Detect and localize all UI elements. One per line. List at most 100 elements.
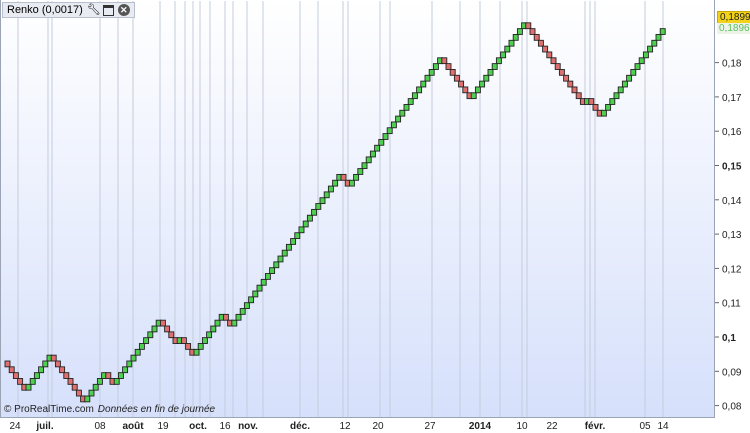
up-brick — [38, 366, 45, 374]
up-brick — [390, 121, 397, 129]
down-brick — [554, 63, 561, 70]
up-brick — [487, 69, 494, 76]
up-brick — [621, 80, 628, 88]
down-brick — [222, 313, 229, 321]
up-brick — [630, 69, 637, 76]
up-brick — [617, 86, 624, 94]
down-brick — [567, 80, 574, 88]
up-brick — [407, 98, 414, 105]
y-tick-label: 0,13 — [722, 230, 742, 241]
up-brick — [374, 144, 381, 152]
down-brick — [571, 86, 578, 94]
up-brick — [613, 92, 620, 100]
down-brick — [588, 98, 595, 105]
x-tick-label: 19 — [157, 421, 169, 432]
up-brick — [113, 378, 120, 385]
up-brick — [138, 343, 145, 350]
x-tick-label: 10 — [516, 421, 528, 432]
down-brick — [592, 103, 599, 111]
up-brick — [416, 86, 423, 94]
y-tick-label: 0,15 — [722, 162, 742, 173]
up-brick — [395, 115, 402, 123]
up-brick — [126, 360, 133, 368]
up-brick — [319, 197, 326, 205]
y-tick-label: 0,12 — [722, 264, 742, 275]
up-brick — [210, 325, 217, 333]
down-brick — [54, 360, 61, 368]
y-tick-label: 0,1 — [722, 333, 736, 344]
down-brick — [546, 51, 553, 59]
x-tick-label: nov. — [238, 421, 258, 432]
window-icon[interactable] — [102, 4, 114, 16]
credit-source: © ProRealTime.com — [4, 404, 94, 415]
up-brick — [290, 238, 297, 245]
indicator-legend: Renko (0,0017) 🔧︎ ✕ — [2, 2, 135, 18]
up-brick — [382, 133, 389, 140]
x-tick-label: 22 — [546, 421, 558, 432]
y-tick-label: 0,11 — [722, 299, 741, 310]
up-brick — [332, 179, 339, 187]
y-tick-label: 0,16 — [722, 127, 742, 138]
up-brick — [134, 348, 141, 356]
up-brick — [323, 191, 330, 199]
up-brick — [231, 319, 238, 327]
up-brick — [239, 308, 246, 315]
up-brick — [315, 203, 322, 210]
up-brick — [130, 354, 137, 362]
up-brick — [504, 45, 511, 53]
down-brick — [441, 57, 448, 65]
up-brick — [357, 168, 364, 175]
x-tick-label: févr. — [585, 421, 606, 432]
up-brick — [214, 319, 221, 327]
x-tick-label: 14 — [657, 421, 669, 432]
up-brick — [306, 214, 313, 222]
close-icon[interactable]: ✕ — [117, 4, 130, 16]
wrench-icon[interactable]: 🔧︎ — [86, 4, 101, 16]
up-brick — [117, 372, 124, 379]
up-brick — [495, 57, 502, 65]
down-brick — [17, 378, 24, 385]
up-brick — [659, 28, 666, 35]
up-brick — [88, 389, 95, 397]
down-brick — [71, 383, 78, 391]
up-brick — [294, 232, 301, 240]
down-brick — [8, 366, 15, 374]
up-brick — [361, 162, 368, 170]
x-tick-label: 20 — [372, 421, 384, 432]
x-tick-label: oct. — [189, 421, 207, 432]
down-brick — [525, 22, 532, 30]
down-brick — [563, 74, 570, 82]
x-tick-label: août — [122, 421, 144, 432]
up-brick — [29, 378, 36, 385]
up-brick — [273, 261, 280, 269]
down-brick — [105, 372, 112, 379]
up-brick — [281, 249, 288, 257]
up-brick — [252, 290, 259, 298]
up-brick — [474, 86, 481, 94]
up-brick — [264, 273, 271, 280]
up-brick — [369, 150, 376, 158]
plot-area[interactable] — [0, 0, 715, 418]
x-tick-label: déc. — [290, 421, 310, 432]
up-brick — [403, 103, 410, 111]
up-brick — [197, 343, 204, 350]
up-brick — [151, 325, 158, 333]
up-brick — [609, 98, 616, 105]
up-brick — [365, 156, 372, 164]
x-tick-label: 05 — [639, 421, 651, 432]
down-brick — [164, 325, 171, 333]
up-brick — [428, 69, 435, 76]
up-brick — [424, 74, 431, 82]
x-tick-label: 24 — [9, 421, 21, 432]
down-brick — [537, 39, 544, 47]
up-brick — [298, 226, 305, 234]
up-brick — [243, 302, 250, 309]
x-tick-label: 27 — [424, 421, 436, 432]
up-brick — [470, 92, 477, 100]
down-brick — [75, 389, 82, 397]
y-tick-label: 0,14 — [722, 196, 742, 207]
up-brick — [122, 366, 129, 374]
up-brick — [311, 208, 318, 216]
up-brick — [642, 51, 649, 59]
